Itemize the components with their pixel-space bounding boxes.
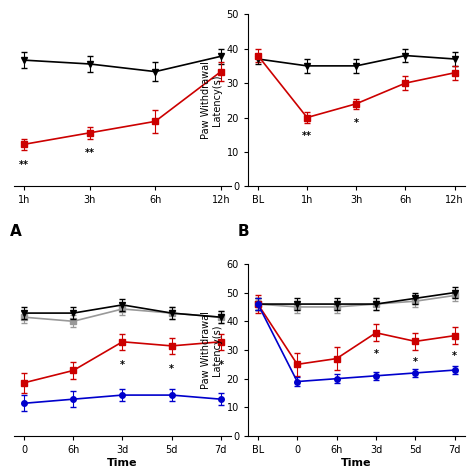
- Text: *: *: [354, 118, 359, 128]
- Text: **: **: [19, 160, 29, 170]
- Text: *: *: [169, 365, 174, 374]
- X-axis label: Time: Time: [341, 458, 372, 468]
- Text: *: *: [413, 357, 418, 367]
- Text: *: *: [219, 360, 223, 370]
- X-axis label: Time: Time: [107, 458, 138, 468]
- Text: **: **: [85, 148, 95, 158]
- Text: B: B: [237, 224, 249, 239]
- Text: A: A: [10, 224, 22, 239]
- Text: *: *: [452, 351, 457, 361]
- Text: *: *: [120, 360, 125, 370]
- Text: *: *: [374, 348, 378, 358]
- Y-axis label: Paw Withdrawal
Latency(s): Paw Withdrawal Latency(s): [201, 311, 222, 389]
- Y-axis label: Paw Withdrawal
Latency(s): Paw Withdrawal Latency(s): [201, 61, 222, 139]
- Text: **: **: [302, 131, 312, 141]
